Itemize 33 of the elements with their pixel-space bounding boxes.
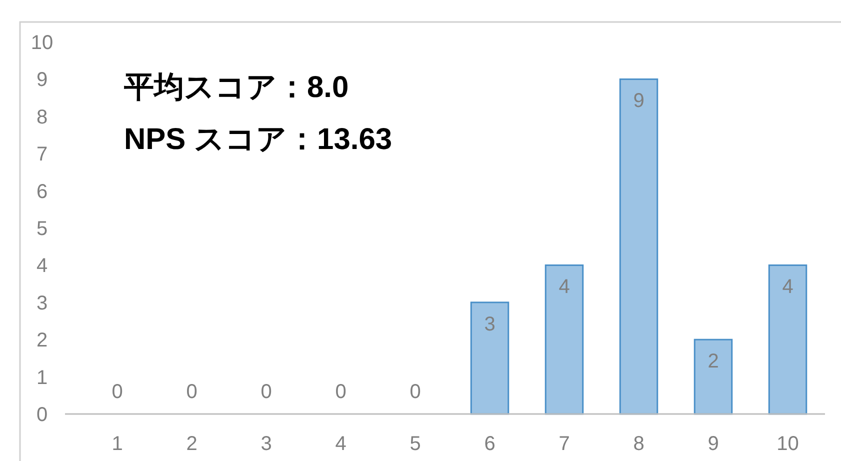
y-tick-label: 8 xyxy=(36,106,48,128)
y-tick-label: 3 xyxy=(36,292,48,314)
x-tick-label: 2 xyxy=(186,433,198,455)
x-tick-label: 8 xyxy=(633,433,644,455)
data-label: 0 xyxy=(186,381,198,403)
y-tick-label: 9 xyxy=(36,69,48,92)
data-label: 0 xyxy=(260,381,272,403)
x-tick-label: 4 xyxy=(335,433,346,455)
y-tick-label: 1 xyxy=(36,366,48,389)
data-label: 4 xyxy=(558,276,570,298)
data-label: 4 xyxy=(782,276,794,298)
data-label: 9 xyxy=(633,90,644,112)
x-tick-label: 10 xyxy=(776,433,799,455)
data-label: 2 xyxy=(708,350,719,373)
y-tick-label: 0 xyxy=(36,404,48,426)
y-tick-label: 5 xyxy=(36,218,48,240)
y-tick-label: 2 xyxy=(36,330,48,352)
annotation: NPS スコア：13.63 xyxy=(124,123,392,156)
y-tick-label: 10 xyxy=(30,32,54,54)
data-label: 3 xyxy=(484,313,496,336)
x-tick-label: 3 xyxy=(260,433,272,455)
y-tick-label: 4 xyxy=(36,255,48,278)
y-tick-label: 7 xyxy=(36,144,48,166)
x-tick-label: 5 xyxy=(410,433,421,455)
x-tick-label: 7 xyxy=(558,433,570,455)
data-label: 0 xyxy=(410,381,421,403)
y-tick-label: 6 xyxy=(36,180,48,203)
x-tick-label: 1 xyxy=(112,433,123,455)
data-label: 0 xyxy=(335,381,346,403)
data-label: 0 xyxy=(112,381,123,403)
x-tick-label: 9 xyxy=(708,433,719,455)
annotation: 平均スコア：8.0 xyxy=(123,71,349,104)
x-tick-label: 6 xyxy=(484,433,496,455)
